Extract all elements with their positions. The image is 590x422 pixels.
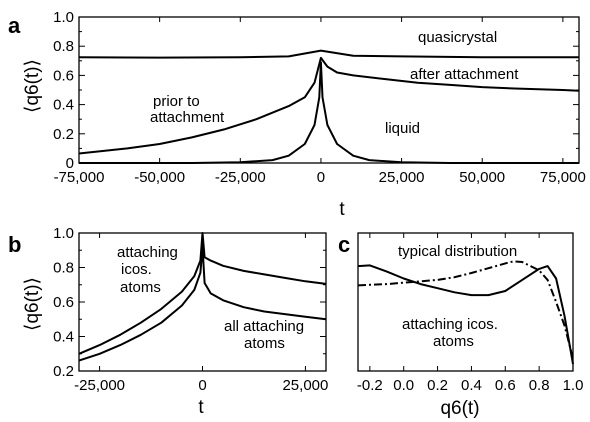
b-xtick-label: 0: [198, 377, 206, 394]
a-series-2-line: [79, 61, 579, 164]
b-series-0-line: [78, 232, 327, 355]
b-series-1-line: [78, 245, 327, 362]
annotation-c-atoms: atoms: [433, 333, 474, 350]
annotation-icos: icos.: [121, 261, 152, 278]
a-xtick-label: 75,000: [540, 169, 586, 186]
c-xtick-label: 0.4: [461, 377, 482, 394]
panel-c-lines: [357, 260, 574, 365]
b-ytick-label: 0.6: [53, 294, 74, 311]
annotation-prior-to: prior to: [153, 93, 200, 110]
annotation-all-attaching: all attaching: [224, 318, 304, 335]
annotation-liquid: liquid: [385, 120, 420, 137]
a-series-1-line: [78, 56, 580, 155]
b-ytick-label: 1.0: [53, 225, 74, 242]
panel-a-frame: [78, 16, 580, 164]
panel-b-xlabel: t: [198, 397, 204, 418]
panel-c-xlabel: q6(t): [440, 398, 479, 419]
panel-b-letter: b: [8, 232, 21, 257]
annotation-all-attaching-atoms: atoms: [244, 335, 285, 352]
a-xtick-label: -25,000: [215, 169, 266, 186]
b-ytick-label: 0.2: [53, 363, 74, 380]
panel-a-ticks: -75,000 -50,000 -25,000 0 25,000 50,000 75,000…: [53, 9, 586, 186]
panel-c: c -0.2 0.0 0.2 0.4 0.6 0.8 1.0 q6(t) typical d…: [338, 232, 583, 419]
a-series-0-line: [78, 49, 579, 59]
annotation-after-attachment: after attachment: [410, 66, 519, 83]
a-ytick-label: 0: [66, 155, 74, 172]
panel-b-lines: [78, 232, 327, 362]
c-xtick-label: 0.2: [427, 377, 448, 394]
a-ytick-label: 0.2: [53, 126, 74, 143]
a-xtick-label: -75,000: [54, 169, 105, 186]
a-ytick-label: 1.0: [53, 9, 74, 26]
panel-c-ticks: -0.2 0.0 0.2 0.4 0.6 0.8 1.0: [357, 233, 584, 394]
annotation-typical-distribution: typical distribution: [398, 243, 517, 260]
c-xtick-label: 0.0: [393, 377, 414, 394]
a-ytick-label: 0.8: [53, 38, 74, 55]
b-ytick-label: 0.4: [53, 329, 74, 346]
panel-b: b ⟨q6(t)⟩ -25,000 0 25,0000.20.40.60.81.0 …: [8, 225, 328, 418]
panel-c-letter: c: [338, 232, 350, 257]
c-xtick-label: -0.2: [357, 377, 383, 394]
panel-a-ylabel: ⟨q6(t)⟩: [22, 59, 43, 113]
panel-a-xlabel: t: [339, 199, 345, 220]
panel-c-frame: [357, 232, 574, 372]
a-ytick-label: 0.4: [53, 97, 74, 114]
c-xtick-label: 0.6: [495, 377, 516, 394]
a-xtick-label: -50,000: [134, 169, 185, 186]
annotation-attaching: attaching: [117, 244, 178, 261]
annotation-attaching-icos: attaching icos.: [402, 316, 498, 333]
panel-b-ticks: -25,000 0 25,000 0.2 0.4 0.6 0.8 1.0: [53, 225, 328, 394]
annotation-attachment: attachment: [150, 109, 225, 126]
c-xtick-label: 1.0: [563, 377, 584, 394]
b-xtick-label: -25,000: [74, 377, 125, 394]
c-series-0-line: [357, 264, 574, 365]
a-xtick-label: 50,000: [459, 169, 505, 186]
a-xtick-label: 25,000: [379, 169, 425, 186]
panel-a: a ⟨q6(t)⟩ -75,000 -50,000 -25,000 0 25,000 50…: [8, 9, 586, 220]
panel-b-ylabel: ⟨q6(t)⟩: [22, 277, 43, 331]
a-xtick-label: 0: [317, 169, 325, 186]
c-xtick-label: 0.8: [529, 377, 550, 394]
annotation-atoms: atoms: [120, 279, 161, 296]
b-ytick-label: 0.8: [53, 260, 74, 277]
b-xtick-label: 25,000: [282, 377, 328, 394]
panel-a-letter: a: [8, 13, 21, 38]
panel-a-lines: [78, 49, 580, 164]
a-ytick-label: 0.6: [53, 67, 74, 84]
c-series-1-line: [357, 260, 574, 359]
annotation-quasicrystal: quasicrystal: [418, 29, 497, 46]
